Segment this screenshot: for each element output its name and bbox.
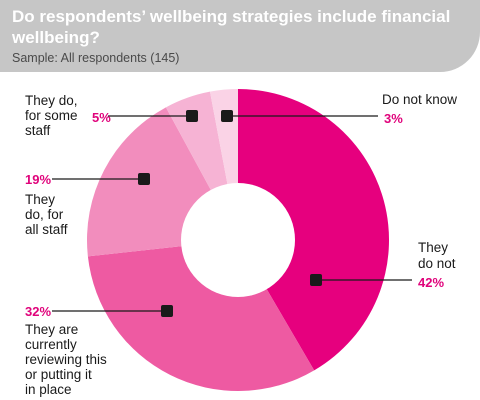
pct-they-do-not: 42% [418, 275, 444, 290]
label-do-not-know: Do not know [382, 92, 457, 107]
marker-do-not-know [221, 110, 233, 122]
pct-some-staff: 5% [92, 110, 111, 125]
label-they-do-not: They do not [418, 240, 456, 271]
pct-reviewing: 32% [25, 304, 51, 319]
marker-reviewing [161, 305, 173, 317]
pct-all-staff: 19% [25, 172, 51, 187]
slice-they-do-not [238, 89, 390, 371]
pct-do-not-know: 3% [384, 111, 403, 126]
label-all-staff: They do, for all staff [25, 192, 68, 237]
sample-note: Sample: All respondents (145) [12, 51, 180, 65]
marker-some-staff [186, 110, 198, 122]
donut-hole [181, 183, 295, 297]
marker-they-do-not [310, 274, 322, 286]
chart-header: Do respondents’ wellbeing strategies inc… [0, 0, 480, 72]
chart-title: Do respondents’ wellbeing strategies inc… [12, 7, 451, 47]
label-some-staff: They do, for some staff [25, 93, 81, 138]
marker-all-staff [138, 173, 150, 185]
label-reviewing: They are currently reviewing this or put… [25, 322, 111, 397]
